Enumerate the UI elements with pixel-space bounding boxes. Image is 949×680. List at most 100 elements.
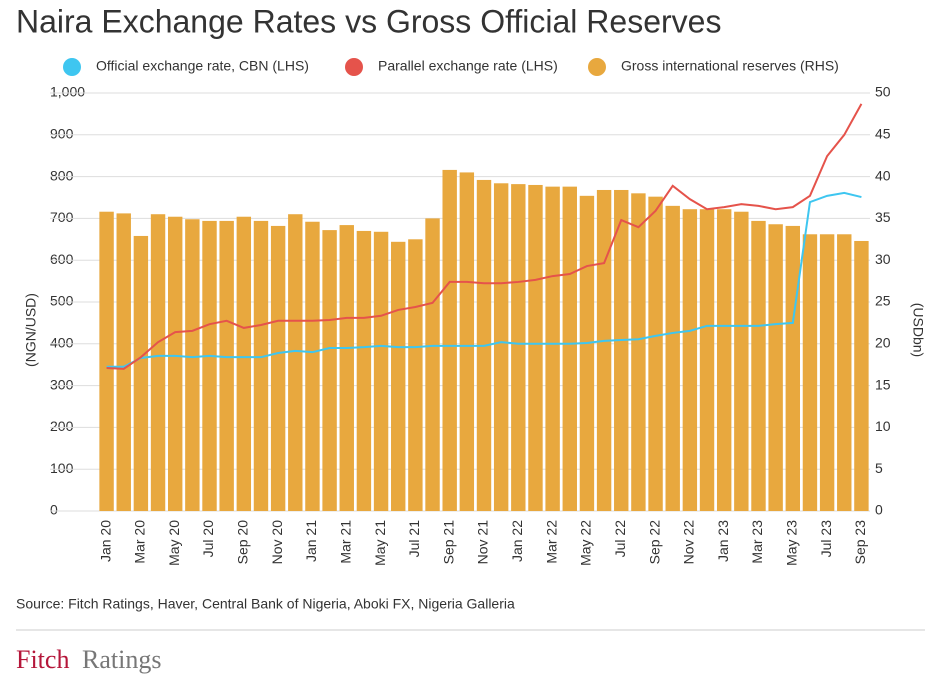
bar <box>99 211 114 511</box>
y2-tick-label: 30 <box>875 251 891 267</box>
line <box>106 103 863 370</box>
y-tick-label: 600 <box>50 251 74 267</box>
x-tick-label: May 23 <box>784 520 800 566</box>
y2-tick-label: 20 <box>875 335 891 351</box>
bar <box>270 225 286 511</box>
y-tick-label: 900 <box>50 126 74 142</box>
bar <box>596 189 612 511</box>
x-tick-label: Mar 23 <box>749 520 765 564</box>
bar <box>682 209 698 512</box>
bar <box>614 189 629 511</box>
bar <box>305 221 320 511</box>
source: Source: Fitch Ratings, Haver, Central Ba… <box>16 596 515 612</box>
bar <box>116 213 131 511</box>
x-tick-label: Nov 20 <box>269 520 285 565</box>
x-tick-label: Jan 20 <box>97 520 113 562</box>
x-tick-label: May 21 <box>372 520 388 566</box>
y-tick-label: 800 <box>50 167 74 183</box>
y2-axis-title: (USDbn) <box>910 303 926 357</box>
x-tick-label: Sep 23 <box>852 520 868 565</box>
bar <box>648 196 663 511</box>
bar <box>253 220 269 511</box>
x-tick-label: Sep 22 <box>646 520 662 565</box>
y-tick-label: 200 <box>50 418 74 434</box>
bar <box>716 209 732 512</box>
y2-tick-label: 5 <box>875 460 883 476</box>
y-tick-label: 300 <box>50 376 74 392</box>
y-tick-label: 1,000 <box>50 84 85 100</box>
x-tick-label: Nov 21 <box>475 520 491 565</box>
y2-tick-label: 10 <box>875 418 891 434</box>
bar <box>202 220 217 511</box>
y-tick-label: 700 <box>50 209 74 225</box>
bar <box>373 231 389 511</box>
bar <box>339 225 354 511</box>
bar <box>185 219 200 511</box>
bar <box>219 220 234 511</box>
y2-tick-label: 40 <box>875 167 891 183</box>
bar <box>236 216 252 511</box>
y-tick-label: 400 <box>50 335 74 351</box>
x-tick-label: Jul 21 <box>406 520 422 558</box>
bar <box>802 234 818 511</box>
y2-tick-label: 50 <box>875 84 891 100</box>
bar <box>579 195 595 511</box>
bar <box>442 169 457 512</box>
bar <box>734 211 749 511</box>
x-tick-label: Jul 20 <box>200 520 216 558</box>
y-axis-title: (NGN/USD) <box>23 293 39 367</box>
x-tick-label: Sep 20 <box>235 520 251 565</box>
y-tick-label: 100 <box>50 460 74 476</box>
x-tick-label: Sep 21 <box>440 520 456 565</box>
y-tick-label: 500 <box>50 293 74 309</box>
bar <box>665 205 680 512</box>
bar <box>562 186 577 511</box>
bar <box>425 218 440 511</box>
bar <box>511 184 526 511</box>
bar <box>133 235 149 511</box>
bar <box>528 184 543 511</box>
chart-title: Naira Exchange Rates vs Gross Official R… <box>16 3 721 39</box>
y2-tick-label: 15 <box>875 376 891 392</box>
x-tick-label: May 20 <box>166 520 182 566</box>
bar <box>768 224 783 511</box>
x-tick-label: Jan 22 <box>509 520 525 562</box>
x-tick-label: Jan 21 <box>303 520 319 562</box>
x-tick-label: Mar 20 <box>132 520 148 564</box>
legend-label: Official exchange rate, CBN (LHS) <box>96 58 309 74</box>
x-tick-label: Nov 22 <box>681 520 697 565</box>
x-tick-label: Mar 22 <box>543 520 559 564</box>
legend-label: Gross international reserves (RHS) <box>621 58 839 74</box>
bar <box>854 240 869 512</box>
bar <box>167 216 183 511</box>
legend-marker <box>63 58 81 76</box>
line <box>106 191 862 368</box>
bar <box>288 214 303 511</box>
bar <box>493 183 509 511</box>
bar <box>751 220 766 511</box>
y2-tick-label: 45 <box>875 126 891 142</box>
logo-fitch: Fitch <box>16 645 69 674</box>
y2-tick-label: 25 <box>875 293 891 309</box>
bar <box>631 193 646 511</box>
bar <box>837 234 852 511</box>
x-tick-label: Mar 21 <box>337 520 353 564</box>
bar <box>459 172 475 512</box>
bar <box>699 209 715 512</box>
bar <box>545 186 560 511</box>
x-tick-label: Jan 23 <box>715 520 731 562</box>
bar <box>322 230 337 511</box>
bar <box>408 239 423 512</box>
y-tick-label: 0 <box>50 502 58 518</box>
bar <box>391 241 406 512</box>
x-tick-label: May 22 <box>578 520 594 566</box>
bar <box>785 225 801 511</box>
logo-ratings: Ratings <box>82 645 161 674</box>
bar <box>150 214 166 511</box>
legend-marker <box>345 58 363 76</box>
x-tick-label: Jul 22 <box>612 520 628 558</box>
y2-tick-label: 35 <box>875 209 891 225</box>
x-tick-label: Jul 23 <box>818 520 834 558</box>
legend-label: Parallel exchange rate (LHS) <box>378 58 558 74</box>
